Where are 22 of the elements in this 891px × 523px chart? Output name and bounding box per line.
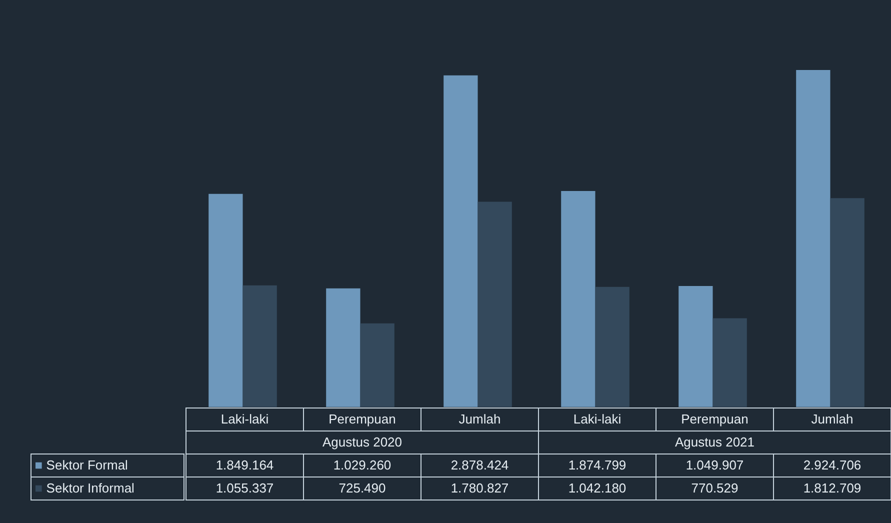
x-tick-label: Jumlah (811, 412, 854, 426)
x-tick-label: Laki-laki (220, 412, 269, 426)
x-tick-label: Perempuan (328, 412, 396, 426)
data-label: 725.490 (338, 480, 386, 496)
data-label: 2.878.424 (450, 458, 509, 472)
legend-label: Sektor Formal (46, 458, 128, 472)
data-label: 1.055.337 (216, 480, 274, 496)
legend-label: Sektor Informal (46, 480, 135, 496)
data-label: 1.049.907 (686, 458, 744, 472)
data-label: 1.029.260 (333, 458, 392, 472)
x-tick-label: Jumlah (458, 412, 501, 426)
data-label: 770.529 (691, 480, 738, 496)
text: Agustus 2020 (322, 434, 402, 450)
data-label: 1.812.709 (803, 480, 862, 496)
data-label: 1.780.827 (450, 480, 509, 496)
data-label: 2.924.706 (803, 458, 862, 472)
x-tick-label: Laki-laki (573, 412, 622, 426)
data-label: 1.042.180 (568, 480, 626, 496)
data-label: 1.874.799 (568, 458, 626, 472)
data-label: 1.849.164 (216, 458, 274, 472)
x-tick-label: Perempuan (681, 412, 748, 426)
text: Agustus 2021 (674, 434, 755, 450)
